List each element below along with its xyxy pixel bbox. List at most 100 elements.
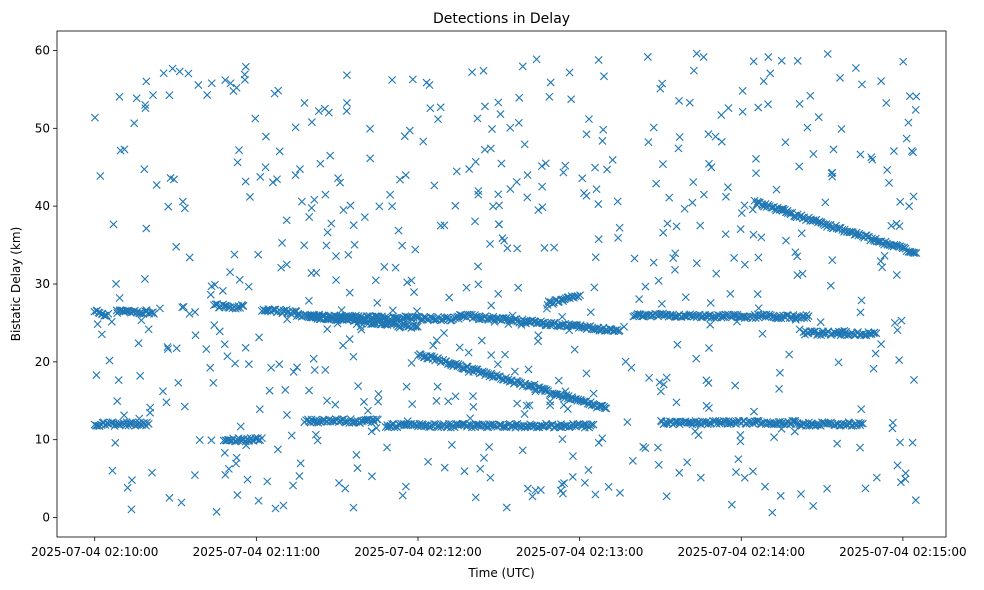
- data-point: [435, 355, 444, 364]
- data-point: [736, 430, 745, 439]
- data-point: [333, 319, 342, 328]
- data-point: [777, 424, 786, 433]
- data-point: [315, 310, 324, 319]
- data-point: [346, 201, 355, 210]
- data-point: [295, 165, 304, 174]
- data-point: [600, 404, 609, 413]
- data-point: [485, 442, 494, 451]
- data-point: [212, 507, 221, 516]
- data-point: [310, 195, 319, 204]
- data-point: [538, 203, 547, 212]
- data-point: [857, 405, 866, 414]
- data-point: [599, 72, 608, 81]
- data-point: [727, 500, 736, 509]
- data-point: [402, 312, 411, 321]
- data-point: [750, 407, 758, 416]
- data-point: [383, 443, 392, 452]
- data-point: [649, 258, 658, 267]
- data-point: [207, 436, 216, 445]
- data-point: [233, 303, 242, 312]
- data-point: [655, 378, 664, 387]
- data-point: [395, 323, 404, 332]
- data-point: [263, 477, 272, 486]
- data-point: [374, 397, 383, 406]
- data-point: [740, 260, 749, 269]
- data-point: [567, 95, 576, 104]
- data-point: [305, 386, 314, 395]
- data-point: [447, 359, 455, 368]
- data-point: [597, 401, 606, 410]
- data-point: [736, 225, 745, 234]
- data-point: [570, 345, 579, 354]
- data-point: [293, 363, 302, 372]
- y-tick-label: 60: [35, 43, 50, 57]
- data-point: [907, 146, 916, 155]
- data-point: [149, 91, 157, 100]
- data-point: [798, 269, 807, 278]
- data-point: [275, 360, 284, 369]
- data-point: [542, 321, 551, 330]
- data-point: [568, 452, 577, 461]
- data-point: [520, 140, 529, 149]
- data-point: [486, 239, 494, 248]
- data-point: [558, 312, 567, 321]
- data-point: [730, 253, 739, 262]
- data-point: [136, 308, 145, 317]
- data-point: [665, 193, 674, 202]
- data-point: [608, 155, 617, 164]
- data-point: [400, 132, 409, 141]
- y-tick-label: 0: [42, 511, 50, 525]
- data-point: [649, 123, 658, 132]
- data-point: [455, 343, 464, 352]
- data-point: [861, 484, 870, 493]
- data-point: [178, 303, 187, 312]
- data-point: [165, 493, 174, 502]
- data-point: [469, 402, 478, 411]
- data-point: [215, 327, 224, 336]
- data-point: [818, 329, 827, 338]
- data-point: [314, 107, 323, 116]
- data-point: [628, 456, 637, 465]
- data-point: [576, 291, 585, 300]
- data-point: [403, 278, 412, 287]
- data-point: [783, 206, 792, 215]
- data-point: [496, 110, 505, 119]
- data-point: [391, 263, 400, 272]
- data-point: [779, 204, 788, 213]
- data-point: [828, 172, 837, 181]
- data-point: [221, 76, 230, 85]
- data-point: [331, 400, 340, 409]
- data-point: [630, 254, 639, 263]
- data-point: [912, 249, 921, 258]
- data-point: [245, 192, 254, 201]
- data-point: [372, 424, 381, 432]
- data-point: [310, 366, 319, 374]
- data-point: [723, 183, 732, 192]
- y-tick-label: 10: [35, 433, 50, 447]
- data-point: [706, 320, 715, 329]
- data-point: [96, 172, 105, 180]
- data-point: [732, 317, 741, 326]
- data-point: [658, 79, 667, 88]
- data-point: [367, 427, 376, 436]
- data-point: [334, 174, 343, 183]
- data-point: [300, 99, 309, 108]
- data-point: [582, 369, 591, 378]
- data-point: [740, 473, 749, 482]
- data-point: [868, 155, 877, 164]
- data-point: [659, 228, 668, 237]
- data-point: [313, 436, 322, 445]
- data-point: [641, 444, 650, 453]
- data-point: [277, 263, 286, 272]
- data-point: [776, 491, 785, 500]
- y-axis-label: Bistatic Delay (km): [9, 227, 23, 342]
- data-point: [256, 172, 265, 181]
- data-point: [738, 86, 747, 95]
- data-point: [620, 322, 629, 331]
- data-point: [375, 202, 384, 211]
- data-point: [823, 484, 832, 493]
- data-point: [287, 431, 296, 440]
- data-point: [591, 253, 600, 262]
- data-point: [255, 333, 264, 342]
